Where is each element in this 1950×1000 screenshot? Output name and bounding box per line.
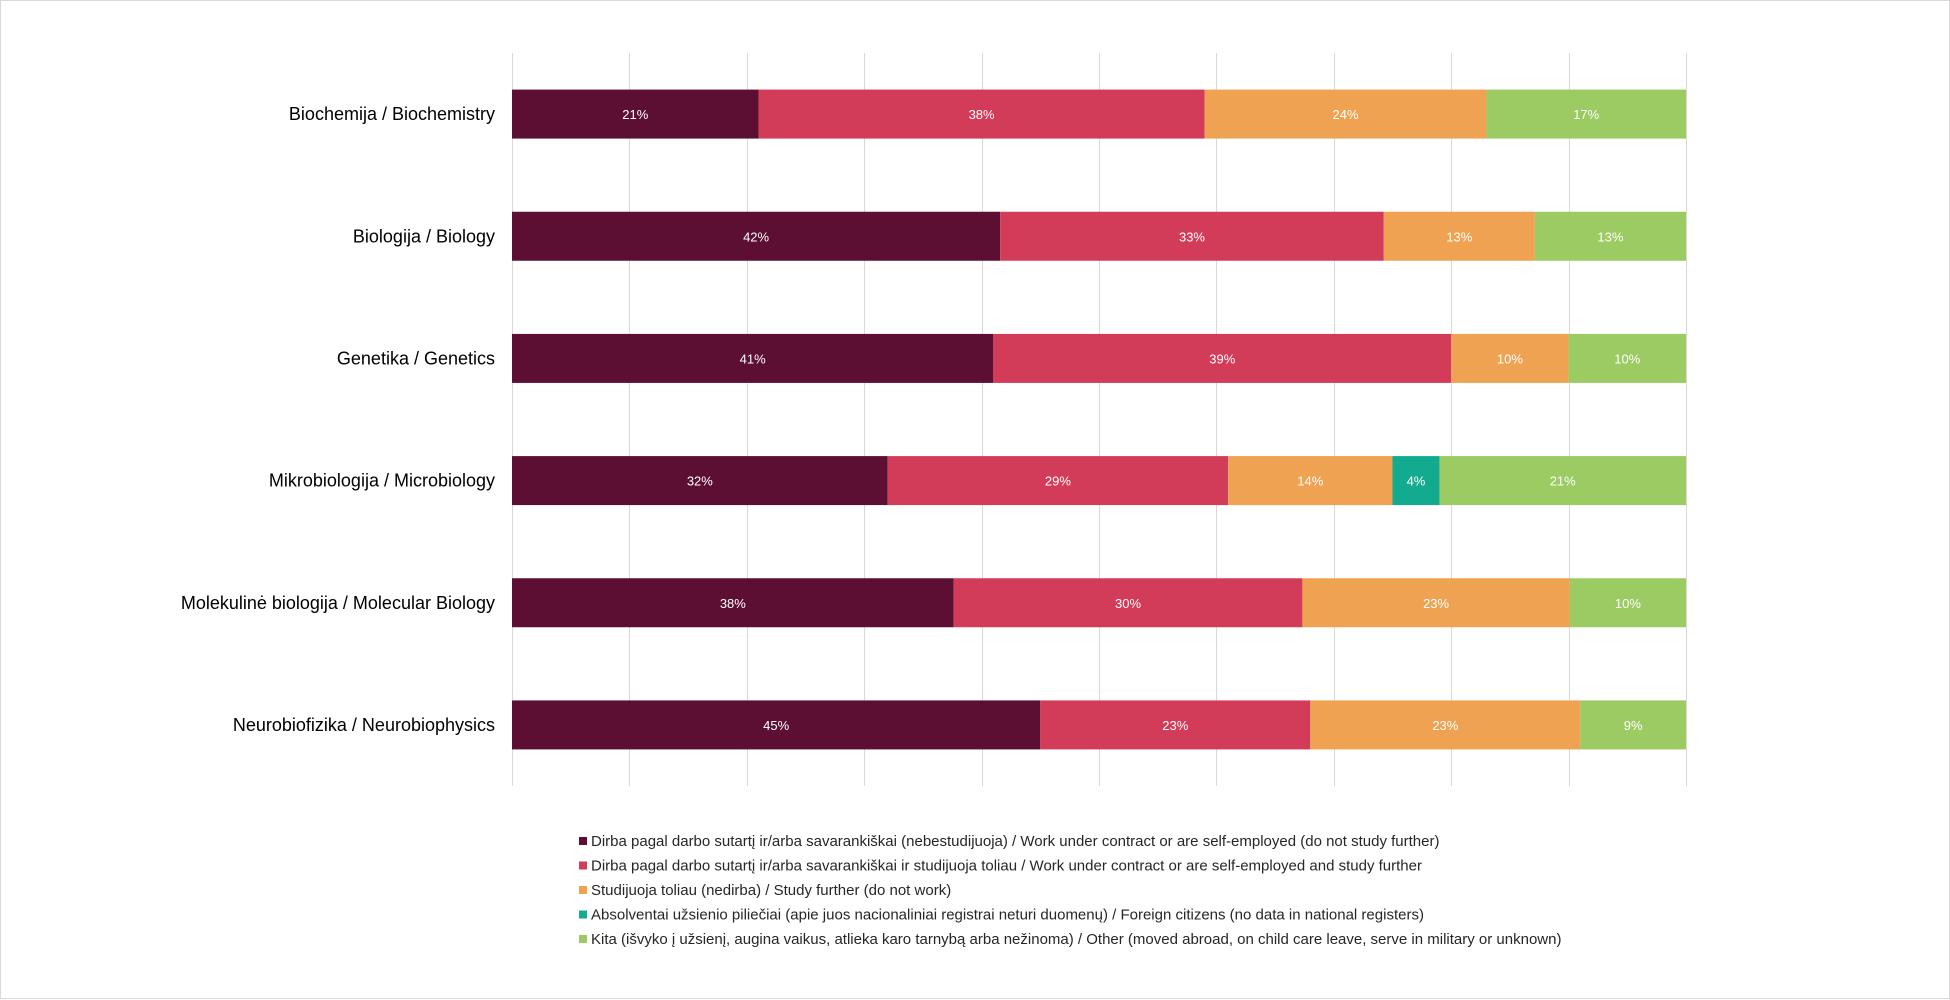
bar-value-label: 23% bbox=[1423, 596, 1449, 611]
bar-value-label: 13% bbox=[1597, 229, 1623, 244]
legend-swatch bbox=[579, 861, 587, 870]
bar-segment bbox=[887, 456, 1229, 506]
bar-segment bbox=[1486, 89, 1686, 139]
bar-value-label: 10% bbox=[1614, 351, 1640, 366]
bar-segment bbox=[1569, 578, 1686, 628]
bar-value-label: 10% bbox=[1497, 351, 1523, 366]
gridlines bbox=[512, 53, 1687, 786]
bar-value-label: 39% bbox=[1209, 351, 1235, 366]
bar-value-label: 38% bbox=[969, 107, 995, 122]
bar-segment bbox=[1228, 456, 1393, 506]
bar-value-label: 10% bbox=[1615, 596, 1641, 611]
bar-segment bbox=[953, 578, 1303, 628]
bar-value-label: 21% bbox=[1550, 474, 1576, 489]
bar-value-label: 29% bbox=[1045, 474, 1071, 489]
bar-value-label: 23% bbox=[1162, 718, 1188, 733]
bar-value-label: 38% bbox=[720, 596, 746, 611]
legend-label: Dirba pagal darbo sutartį ir/arba savara… bbox=[591, 858, 1422, 875]
bar-segment bbox=[512, 578, 954, 628]
bar-value-label: 13% bbox=[1446, 229, 1472, 244]
bar-value-label: 41% bbox=[740, 351, 766, 366]
legend-swatch bbox=[579, 837, 587, 845]
category-label: Biochemija / Biochemistry bbox=[289, 104, 495, 124]
bar-segment bbox=[512, 456, 888, 506]
bar-value-label: 14% bbox=[1297, 474, 1323, 489]
category-label: Neurobiofizika / Neurobiophysics bbox=[233, 715, 495, 735]
bar-value-label: 9% bbox=[1624, 718, 1643, 733]
bar-segment bbox=[993, 333, 1452, 383]
bar-segment bbox=[1568, 333, 1686, 383]
legend-label: Studijuoja toliau (nedirba) / Study furt… bbox=[591, 882, 951, 899]
bar-value-label: 17% bbox=[1573, 107, 1599, 122]
bar-value-label: 33% bbox=[1179, 229, 1205, 244]
bar-value-label: 21% bbox=[622, 107, 648, 122]
bar-segment bbox=[512, 89, 759, 139]
bar-segment bbox=[1534, 211, 1686, 261]
bar-segment bbox=[1000, 211, 1384, 261]
bar-segment bbox=[512, 700, 1041, 750]
bar-value-label: 42% bbox=[743, 229, 769, 244]
category-label: Genetika / Genetics bbox=[337, 348, 495, 368]
category-label: Mikrobiologija / Microbiology bbox=[269, 471, 495, 491]
bars: 21% 38% 24% 17% 42% 33% 13% 13% 41% 39% 10% 10% 32% 2… bbox=[512, 89, 1686, 750]
bar-segment bbox=[1310, 700, 1581, 750]
legend-swatch bbox=[579, 910, 587, 919]
bar-segment bbox=[512, 333, 994, 383]
legend-swatch bbox=[579, 935, 587, 943]
legend: Dirba pagal darbo sutartį ir/arba savara… bbox=[579, 833, 1561, 948]
bar-value-label: 4% bbox=[1407, 474, 1426, 489]
bar-value-label: 30% bbox=[1115, 596, 1141, 611]
legend-label: Dirba pagal darbo sutartį ir/arba savara… bbox=[591, 833, 1439, 850]
bar-segment bbox=[1302, 578, 1570, 628]
bar-segment bbox=[1204, 89, 1487, 139]
category-label: Biologija / Biology bbox=[353, 226, 495, 246]
category-labels: Biochemija / Biochemistry Biologija / Bio… bbox=[181, 104, 495, 735]
bar-value-label: 32% bbox=[687, 474, 713, 489]
bar-segment bbox=[512, 211, 1001, 261]
bar-value-label: 45% bbox=[763, 718, 789, 733]
bar-segment bbox=[1451, 333, 1569, 383]
bar-value-label: 24% bbox=[1333, 107, 1359, 122]
legend-label: Absolventai užsienio piliečiai (apie juo… bbox=[591, 907, 1424, 924]
bar-value-label: 23% bbox=[1432, 718, 1458, 733]
bar-segment bbox=[758, 89, 1205, 139]
legend-label: Kita (išvyko į užsienį, augina vaikus, a… bbox=[591, 931, 1561, 948]
bar-segment bbox=[1040, 700, 1311, 750]
bar-segment bbox=[1392, 456, 1440, 506]
bar-segment bbox=[1439, 456, 1686, 506]
category-label: Molekulinė biologija / Molecular Biology bbox=[181, 593, 495, 613]
bar-segment bbox=[1580, 700, 1686, 750]
legend-swatch bbox=[579, 886, 587, 894]
bar-segment bbox=[1383, 211, 1535, 261]
